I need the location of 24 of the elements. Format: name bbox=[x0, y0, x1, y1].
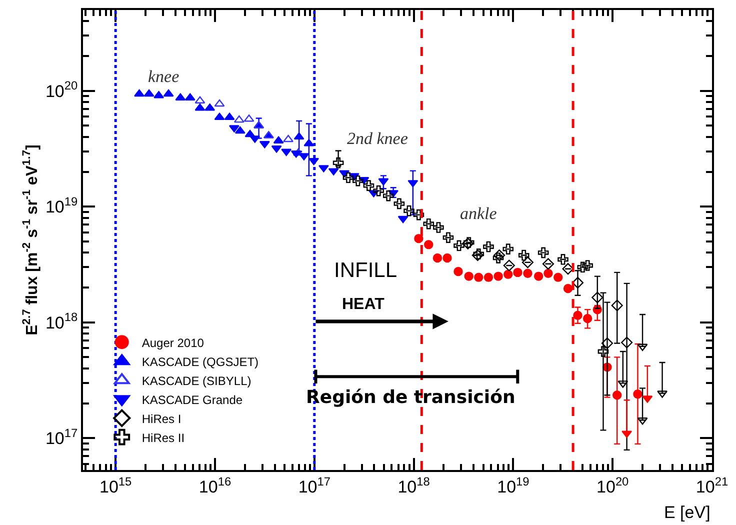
annotation: HEAT bbox=[342, 296, 385, 313]
x-tick-label: 10$^{18}$ bbox=[398, 474, 430, 496]
legend-label: HiRes II bbox=[142, 430, 185, 445]
legend-label: Auger 2010 bbox=[142, 336, 204, 350]
x-tick-label: 10$^{15}$ bbox=[100, 474, 132, 496]
x-tick-label: 10$^{21}$ bbox=[696, 474, 728, 496]
annotation: ankle bbox=[460, 204, 498, 223]
annotation: Región de transición bbox=[306, 387, 516, 408]
y-tick-label: 10$^{19}$ bbox=[45, 194, 78, 217]
annotation: knee bbox=[148, 67, 180, 86]
legend-label: KASCADE (QGSJET) bbox=[142, 354, 259, 369]
annotation: INFILL bbox=[334, 259, 398, 282]
x-tick-label: 10$^{19}$ bbox=[497, 474, 530, 496]
x-axis-title: E [eV] bbox=[664, 503, 710, 522]
y-tick-label: 10$^{17}$ bbox=[45, 426, 78, 448]
y-tick-label: 10$^{18}$ bbox=[45, 310, 78, 332]
x-tick-label: 10$^{17}$ bbox=[298, 474, 331, 496]
annotation: 2nd knee bbox=[347, 129, 408, 148]
x-tick-label: 10$^{20}$ bbox=[596, 474, 630, 496]
legend-label: KASCADE (SIBYLL) bbox=[142, 374, 252, 388]
y-tick-label: 10$^{20}$ bbox=[45, 78, 78, 101]
x-tick-label: 10$^{16}$ bbox=[198, 474, 232, 496]
legend-label: KASCADE Grande bbox=[142, 392, 243, 407]
legend-label: HiRes I bbox=[142, 412, 182, 426]
